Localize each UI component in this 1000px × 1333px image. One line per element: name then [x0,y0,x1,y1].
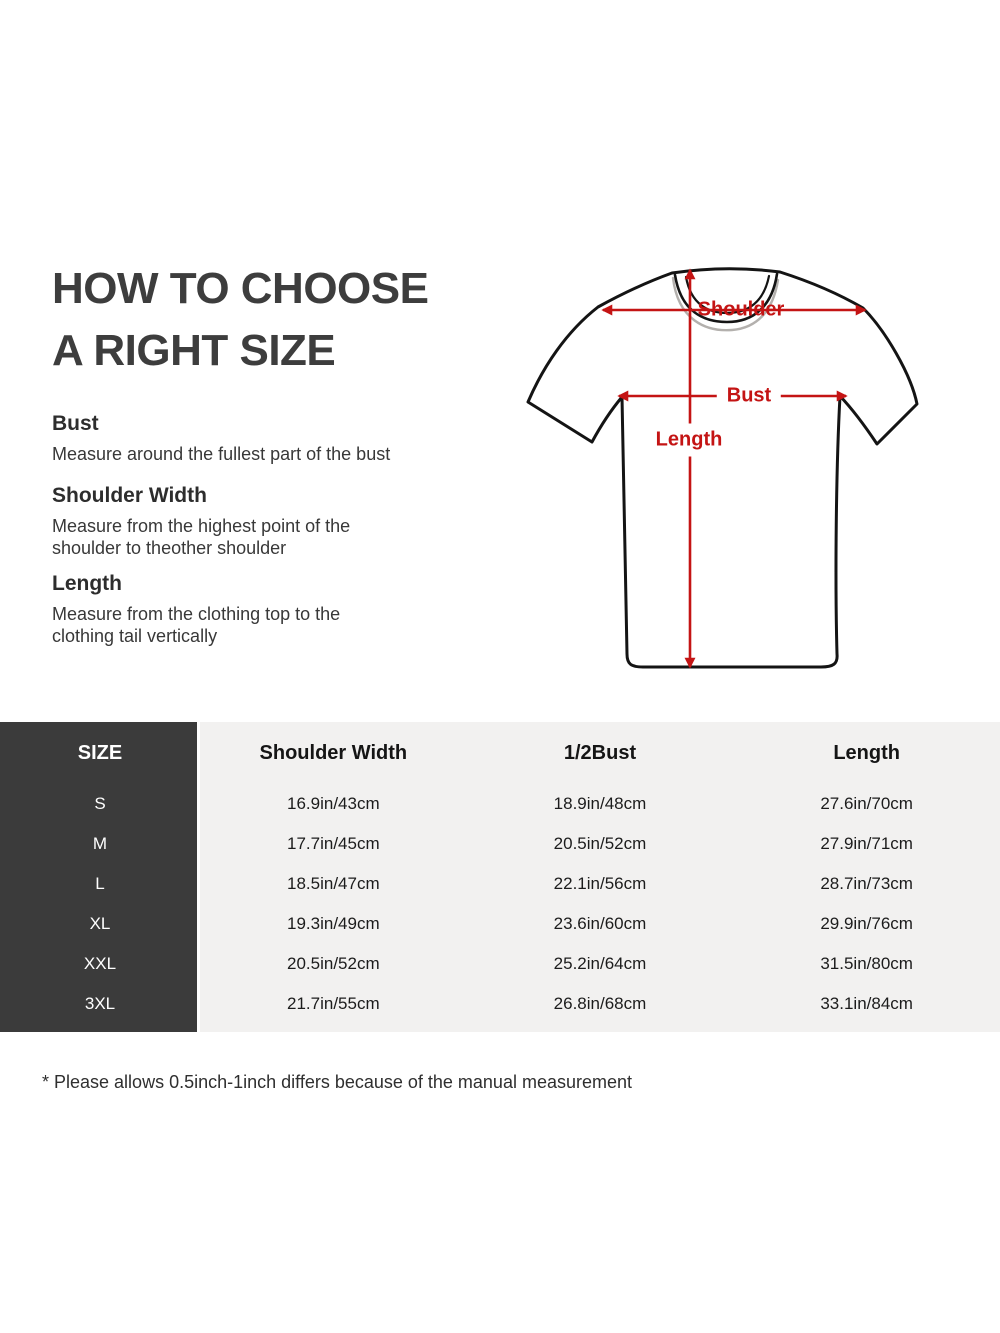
value-xl-shoulder: 19.3in/49cm [287,914,380,933]
measurement-disclaimer: * Please allows 0.5inch-1inch differs be… [42,1072,633,1092]
size-table-dark-column [0,722,197,1032]
value-m-length: 27.9in/71cm [820,834,913,853]
column-header-length: Length [833,741,900,764]
size-label-xl: XL [89,914,111,933]
value-s-shoulder: 16.9in/43cm [287,794,380,813]
value-3xl-shoulder: 21.7in/55cm [287,994,380,1013]
value-xxl-bust: 25.2in/64cm [553,954,647,973]
size-table-grid: SIZE Shoulder Width 1/2Bust Length S 16.… [0,722,1000,1024]
tshirt-outline-icon [526,267,919,669]
value-xxl-length: 31.5in/80cm [820,954,913,973]
value-3xl-length: 33.1in/84cm [820,994,913,1013]
instruction-bust: Bust Measure around the fullest part of … [52,412,472,466]
value-m-shoulder: 17.7in/45cm [287,834,380,853]
size-label-m: M [92,834,108,853]
value-m-bust: 20.5in/52cm [553,834,647,853]
size-table: SIZE Shoulder Width 1/2Bust Length S 16.… [0,722,1000,1032]
value-xl-length: 29.9in/76cm [820,914,913,933]
size-label-s: S [94,794,106,813]
value-3xl-bust: 26.8in/68cm [553,994,647,1013]
instruction-shoulder-text-line-1: Measure from the highest point of the [52,516,351,536]
tshirt-measurement-diagram: Shoulder Bust Length [505,250,975,680]
value-xl-bust: 23.6in/60cm [553,914,647,933]
instruction-bust-heading: Bust [52,412,99,435]
value-l-length: 28.7in/73cm [820,874,913,893]
column-header-half-bust: 1/2Bust [563,741,637,764]
size-label-3xl: 3XL [84,994,116,1013]
value-xxl-shoulder: 20.5in/52cm [287,954,380,973]
value-s-bust: 18.9in/48cm [553,794,647,813]
instruction-length-text-line-2: clothing tail vertically [52,625,218,646]
page-title-line-2: A RIGHT SIZE [52,326,336,375]
bust-measure-label: Bust [716,384,782,408]
column-header-shoulder-width: Shoulder Width [259,741,408,764]
value-s-length: 27.6in/70cm [820,794,913,813]
column-header-size: SIZE [77,741,123,764]
instruction-length-heading: Length [52,572,122,595]
instruction-shoulder-text-line-2: shoulder to theother shoulder [52,537,287,558]
instruction-shoulder-width: Shoulder Width Measure from the highest … [52,484,472,559]
page-title: HOW TO CHOOSE A RIGHT SIZE [52,258,429,382]
instruction-shoulder-heading: Shoulder Width [52,484,207,507]
instruction-length: Length Measure from the clothing top to … [52,572,472,647]
size-table-body-background [200,722,1000,1032]
shoulder-measure-label: Shoulder [697,298,785,321]
size-label-xxl: XXL [83,954,117,973]
value-l-shoulder: 18.5in/47cm [287,874,380,893]
size-label-l: L [95,874,105,893]
length-measure-label: Length [653,423,725,457]
value-l-bust: 22.1in/56cm [553,874,647,893]
instruction-length-text-line-1: Measure from the clothing top to the [52,604,341,624]
instruction-bust-text: Measure around the fullest part of the b… [52,444,391,464]
page-title-line-1: HOW TO CHOOSE [52,264,429,313]
